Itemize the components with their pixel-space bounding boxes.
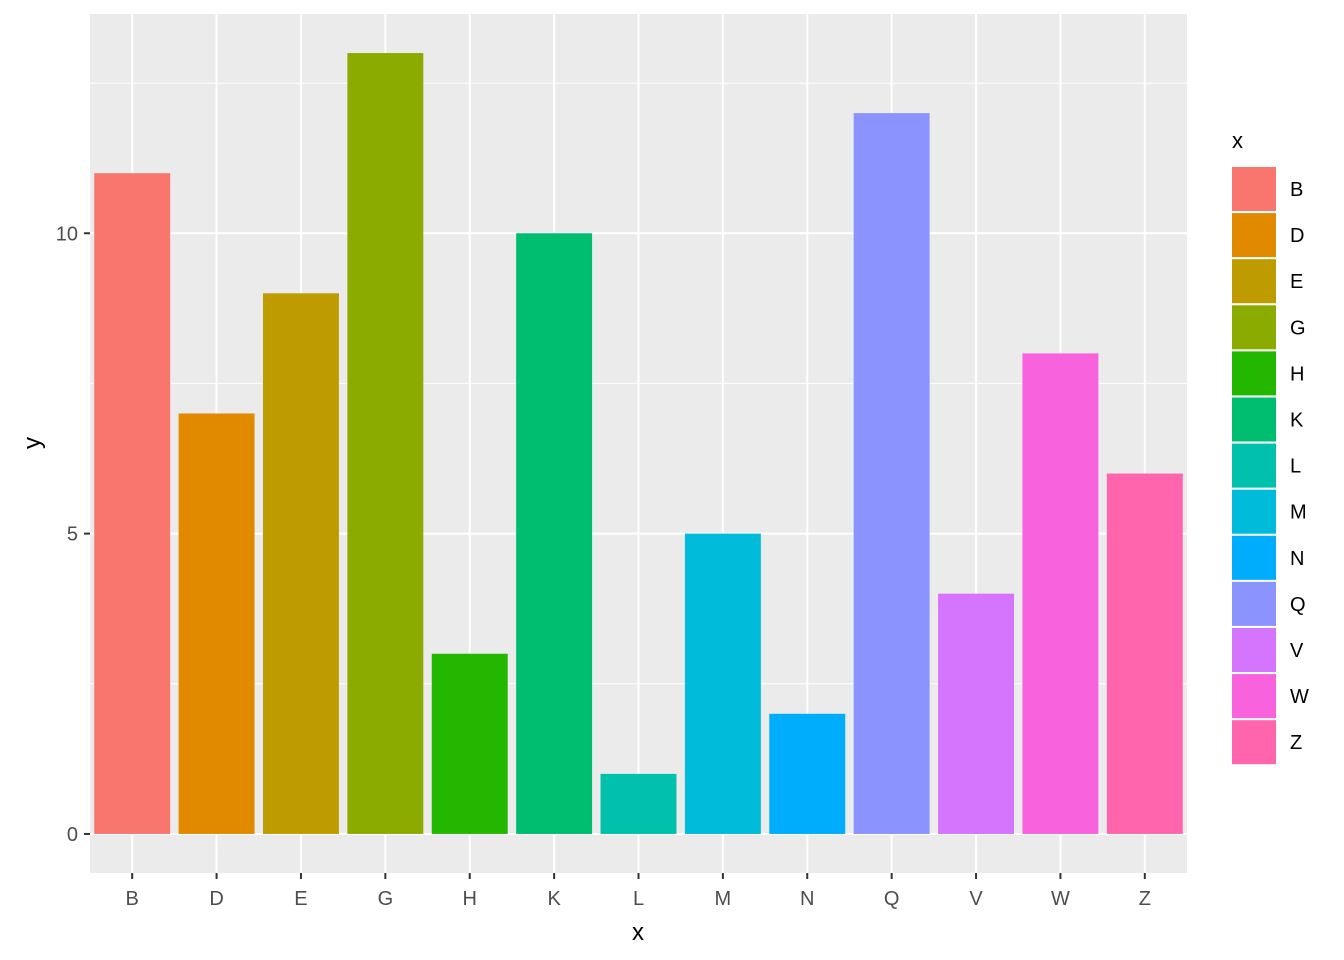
legend-label: L	[1290, 456, 1301, 478]
legend-swatch-W	[1232, 674, 1276, 719]
legend-swatch-L	[1232, 443, 1276, 488]
legend-label: Q	[1290, 594, 1306, 616]
legend-swatch-G	[1232, 305, 1276, 350]
y-tick-label: 0	[67, 824, 78, 846]
x-tick-label: W	[1051, 888, 1070, 910]
legend-label: B	[1290, 179, 1303, 201]
legend-swatch-M	[1232, 489, 1276, 534]
bar-B	[94, 173, 171, 834]
legend-swatch-Q	[1232, 581, 1276, 626]
legend: x B D E G H K L M N Q V W Z	[1232, 128, 1309, 765]
bar-N	[769, 713, 846, 834]
legend-label: E	[1290, 271, 1303, 293]
x-axis-title: x	[632, 919, 644, 946]
bar-W	[1022, 353, 1099, 834]
legend-label: N	[1290, 548, 1304, 570]
legend-label: V	[1290, 640, 1304, 662]
x-tick-label: K	[547, 888, 561, 910]
x-tick-label: N	[800, 888, 814, 910]
x-tick-label: B	[126, 888, 139, 910]
legend-swatch-B	[1232, 167, 1276, 211]
y-tick-label: 5	[67, 524, 78, 546]
y-axis-title: y	[19, 437, 46, 449]
legend-swatch-N	[1232, 535, 1276, 580]
legend-label: W	[1290, 686, 1309, 708]
x-tick-label: V	[969, 888, 983, 910]
bar-K	[516, 233, 593, 834]
legend-swatch-Z	[1232, 720, 1276, 765]
legend-label: G	[1290, 317, 1306, 339]
bar-V	[938, 593, 1015, 834]
legend-label: Z	[1290, 732, 1302, 754]
x-tick-label: Q	[884, 888, 900, 910]
bar-M	[684, 533, 761, 834]
legend-label: M	[1290, 502, 1307, 524]
bars	[94, 53, 1183, 834]
bar-G	[347, 53, 424, 834]
bar-L	[600, 773, 677, 834]
y-axis: 0 5 10	[56, 223, 90, 846]
legend-swatch-K	[1232, 397, 1276, 442]
x-tick-label: L	[633, 888, 644, 910]
y-tick-label: 10	[56, 223, 78, 245]
x-tick-label: E	[294, 888, 307, 910]
legend-swatch-H	[1232, 351, 1276, 396]
legend-swatch-V	[1232, 628, 1276, 672]
legend-title: x	[1232, 128, 1243, 153]
bar-Q	[853, 113, 930, 834]
x-tick-label: Z	[1139, 888, 1151, 910]
legend-label: D	[1290, 225, 1304, 247]
bar-D	[178, 413, 255, 834]
legend-label: H	[1290, 363, 1304, 385]
legend-swatch-D	[1232, 213, 1276, 258]
legend-entries: B D E G H K L M N Q V W Z	[1232, 167, 1309, 765]
x-tick-label: M	[715, 888, 732, 910]
bar-H	[431, 653, 508, 834]
legend-label: K	[1290, 410, 1304, 432]
x-tick-label: H	[463, 888, 477, 910]
bar-E	[262, 293, 339, 834]
legend-swatch-E	[1232, 259, 1276, 304]
bar-Z	[1106, 473, 1183, 834]
x-tick-label: D	[209, 888, 223, 910]
x-tick-label: G	[378, 888, 394, 910]
